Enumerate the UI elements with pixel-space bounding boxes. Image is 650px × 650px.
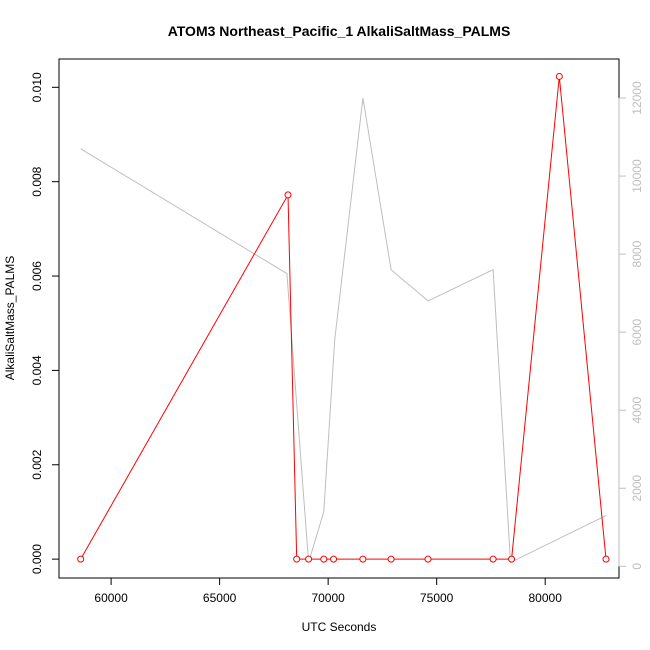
x-tick-label: 65000: [203, 591, 237, 605]
data-point: [387, 555, 395, 563]
y2-tick-label: 8000: [630, 240, 644, 267]
data-point: [305, 555, 313, 563]
y2-tick-label: 6000: [630, 318, 644, 345]
data-point: [359, 555, 367, 563]
y2-tick-label: 12000: [630, 81, 644, 115]
series-line-right: [80, 97, 607, 564]
x-axis: 60000 65000 70000 75000 80000: [94, 577, 563, 605]
x-tick-label: 70000: [311, 591, 345, 605]
data-point: [489, 555, 497, 563]
y2-tick-label: 2000: [630, 475, 644, 502]
data-point: [77, 555, 85, 563]
y-tick-label: 0.002: [30, 449, 44, 479]
series-right: [80, 97, 607, 564]
y-tick-label: 0.006: [30, 261, 44, 291]
y-axis-right: 0 2000 4000 6000 8000 10000 12000: [618, 81, 644, 570]
series-left: [77, 72, 610, 563]
x-tick-label: 75000: [420, 591, 454, 605]
data-point: [293, 555, 301, 563]
data-point: [602, 555, 610, 563]
x-tick-label: 60000: [94, 591, 128, 605]
chart-title: ATOM3 Northeast_Pacific_1 AlkaliSaltMass…: [168, 23, 511, 39]
series-line-left: [80, 76, 607, 560]
y2-tick-label: 4000: [630, 397, 644, 424]
y-tick-label: 0.008: [30, 166, 44, 196]
data-point: [284, 191, 292, 199]
data-point: [555, 72, 563, 80]
y-axis-left: 0.000 0.002 0.004 0.006 0.008 0.010: [30, 72, 60, 574]
y2-tick-label: 0: [630, 563, 644, 570]
data-point: [424, 555, 432, 563]
x-axis-label: UTC Seconds: [302, 620, 377, 634]
data-point: [330, 555, 338, 563]
data-point: [508, 555, 516, 563]
data-point: [320, 555, 328, 563]
x-tick-label: 80000: [529, 591, 563, 605]
y2-tick-label: 10000: [630, 159, 644, 193]
series-layer: [77, 72, 610, 564]
y-tick-label: 0.010: [30, 72, 44, 102]
y-tick-label: 0.004: [30, 355, 44, 385]
y-axis-label: AlkaliSaltMass_PALMS: [3, 256, 17, 381]
y-tick-label: 0.000: [30, 544, 44, 574]
